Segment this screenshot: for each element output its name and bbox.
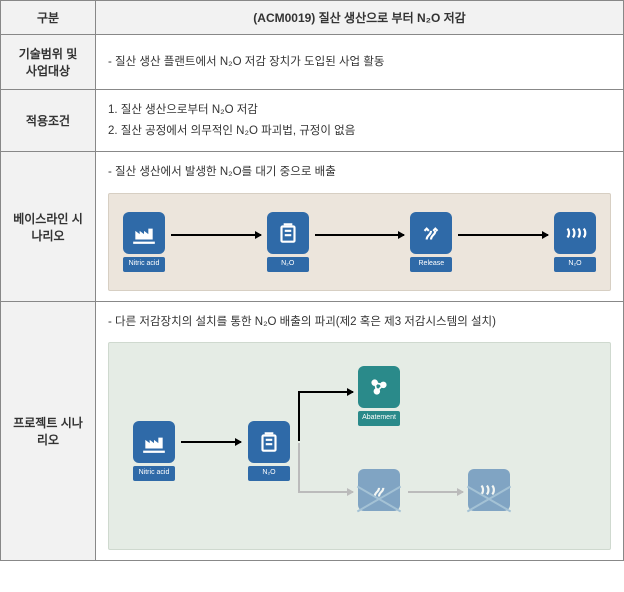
n2o-label-p: N₂O xyxy=(248,466,290,481)
header-col2: (ACM0019) 질산 생산으로 부터 N₂O 저감 xyxy=(96,1,624,35)
abatement-label: Abatement xyxy=(358,411,400,426)
cond-text: 1. 질산 생산으로부터 N₂O 저감 2. 질산 공정에서 의무적인 N₂O … xyxy=(96,90,624,152)
abatement-icon xyxy=(358,366,400,408)
arrow-icon xyxy=(458,234,548,236)
row-baseline: 베이스라인 시나리오 - 질산 생산에서 발생한 N₂O를 대기 중으로 배출 … xyxy=(1,152,624,301)
node-n2o-emit: N₂O xyxy=(554,212,596,272)
factory-icon xyxy=(133,421,175,463)
node-nitric-p: Nitric acid xyxy=(133,421,175,481)
methodology-table: 구분 (ACM0019) 질산 생산으로 부터 N₂O 저감 기술범위 및 사업… xyxy=(0,0,624,561)
nitric-label: Nitric acid xyxy=(123,257,165,272)
baseline-content: - 질산 생산에서 발생한 N₂O를 대기 중으로 배출 Nitric acid… xyxy=(96,152,624,301)
factory-icon xyxy=(123,212,165,254)
arrow-icon xyxy=(181,441,241,443)
baseline-text: - 질산 생산에서 발생한 N₂O를 대기 중으로 배출 xyxy=(108,162,611,183)
arrow-icon xyxy=(171,234,261,236)
emission-icon xyxy=(468,469,510,511)
baseline-label: 베이스라인 시나리오 xyxy=(1,152,96,301)
node-nitric: Nitric acid xyxy=(123,212,165,272)
n2o-label: N₂O xyxy=(267,257,309,272)
arrow-line xyxy=(298,391,300,441)
arrow-icon-gray xyxy=(298,491,353,493)
emission-icon xyxy=(554,212,596,254)
scope-text: - 질산 생산 플랜트에서 N₂O 저감 장치가 도입된 사업 활동 xyxy=(96,35,624,90)
node-release: Release xyxy=(410,212,452,272)
arrow-line-gray xyxy=(298,443,300,491)
arrow-icon xyxy=(315,234,405,236)
nitric-label-p: Nitric acid xyxy=(133,466,175,481)
release-icon xyxy=(358,469,400,511)
baseline-flow: Nitric acid N₂O Release N₂ xyxy=(123,212,596,272)
project-branch: Nitric acid N₂O xyxy=(123,361,596,531)
node-n2o: N₂O xyxy=(267,212,309,272)
cond-line1: 1. 질산 생산으로부터 N₂O 저감 xyxy=(108,100,611,121)
node-n2o-p: N₂O xyxy=(248,421,290,481)
row-project: 프로젝트 시나리오 - 다른 저감장치의 설치를 통한 N₂O 배출의 파괴(제… xyxy=(1,301,624,561)
row-cond: 적용조건 1. 질산 생산으로부터 N₂O 저감 2. 질산 공정에서 의무적인… xyxy=(1,90,624,152)
scope-label: 기술범위 및 사업대상 xyxy=(1,35,96,90)
cond-label: 적용조건 xyxy=(1,90,96,152)
container-icon xyxy=(248,421,290,463)
project-content: - 다른 저감장치의 설치를 통한 N₂O 배출의 파괴(제2 혹은 제3 저감… xyxy=(96,301,624,561)
cond-line2: 2. 질산 공정에서 의무적인 N₂O 파괴법, 규정이 없음 xyxy=(108,121,611,142)
header-row: 구분 (ACM0019) 질산 생산으로 부터 N₂O 저감 xyxy=(1,1,624,35)
node-abatement: Abatement xyxy=(358,366,400,426)
project-label: 프로젝트 시나리오 xyxy=(1,301,96,561)
baseline-diagram: Nitric acid N₂O Release N₂ xyxy=(108,193,611,291)
container-icon xyxy=(267,212,309,254)
header-col1: 구분 xyxy=(1,1,96,35)
project-diagram: Nitric acid N₂O xyxy=(108,342,611,550)
release-icon xyxy=(410,212,452,254)
project-text: - 다른 저감장치의 설치를 통한 N₂O 배출의 파괴(제2 혹은 제3 저감… xyxy=(108,312,611,333)
node-emit-faded: N₂O xyxy=(468,469,510,529)
n2o2-label: N₂O xyxy=(554,257,596,272)
arrow-icon xyxy=(298,391,353,393)
node-release-faded: Release xyxy=(358,469,400,529)
release-label: Release xyxy=(410,257,452,272)
row-scope: 기술범위 및 사업대상 - 질산 생산 플랜트에서 N₂O 저감 장치가 도입된… xyxy=(1,35,624,90)
arrow-icon-gray xyxy=(408,491,463,493)
